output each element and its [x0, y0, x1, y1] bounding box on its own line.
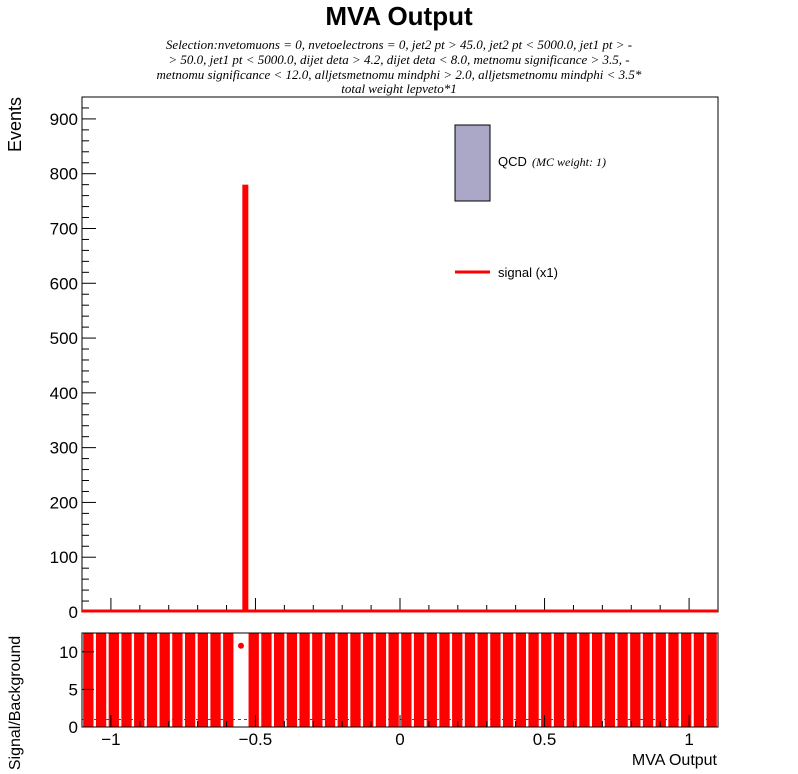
ratio-bar — [502, 633, 514, 727]
ratio-x-tick-label: −0.5 — [239, 730, 273, 749]
ratio-bar — [134, 633, 145, 727]
main-plot-frame — [81, 96, 719, 613]
ratio-bar — [528, 633, 539, 727]
ratio-bar — [642, 633, 654, 727]
ratio-bar — [693, 633, 705, 727]
subtitle-line-4: total weight lepveto*1 — [341, 81, 457, 96]
main-y-tick-label: 800 — [50, 165, 78, 184]
ratio-bar — [553, 633, 565, 727]
ratio-bar — [248, 633, 259, 727]
ratio-bar — [83, 633, 94, 727]
ratio-bar — [146, 633, 158, 727]
main-y-tick-label: 300 — [50, 439, 78, 458]
ratio-bar — [108, 633, 119, 727]
chart-title: MVA Output — [325, 1, 473, 31]
ratio-y-tick-label: 0 — [69, 718, 78, 737]
ratio-bar — [337, 633, 348, 727]
ratio-bar — [515, 633, 526, 727]
ratio-bar — [223, 633, 234, 727]
ratio-x-tick-label: 0 — [395, 730, 404, 749]
main-y-tick-label: 700 — [50, 219, 78, 238]
ratio-marker — [238, 642, 244, 649]
ratio-bar — [261, 633, 272, 727]
legend-qcd-swatch — [454, 124, 491, 202]
ratio-bar — [95, 633, 107, 727]
ratio-y-tick-label: 5 — [69, 680, 78, 699]
ratio-bar — [350, 633, 361, 727]
ratio-bar — [197, 633, 208, 727]
subtitle-line-1: Selection:nvetomuons = 0, nvetoelectrons… — [166, 37, 632, 52]
ratio-bar — [426, 633, 437, 727]
ratio-bar — [706, 633, 717, 727]
ratio-bar — [655, 633, 666, 727]
ratio-bar — [363, 633, 374, 727]
main-y-tick-label: 400 — [50, 384, 78, 403]
ratio-bar — [388, 633, 399, 727]
ratio-bar — [312, 633, 323, 727]
main-y-axis: 0 100 200 300 400 500 600 700 800 900 — [50, 107, 96, 622]
ratio-bar — [210, 633, 221, 727]
subtitle-line-3: metnomu significance < 12.0, alljetsmetn… — [157, 67, 642, 82]
main-y-tick-label: 0 — [69, 603, 78, 622]
ratio-bar — [401, 633, 412, 727]
ratio-bar — [592, 633, 603, 727]
ratio-bar — [299, 633, 310, 727]
legend: QCD (MC weight: 1) signal (x1) — [454, 124, 606, 280]
legend-qcd-note: (MC weight: 1) — [532, 155, 606, 169]
ratio-bar — [413, 633, 425, 727]
ratio-bar — [452, 633, 463, 727]
main-y-tick-label: 100 — [50, 548, 78, 567]
legend-signal-label: signal (x1) — [498, 265, 558, 280]
ratio-bar — [286, 633, 298, 727]
ratio-bar — [159, 633, 170, 727]
main-plot-marks — [82, 184, 718, 613]
ratio-bar — [490, 633, 501, 727]
ratio-bar — [324, 633, 336, 727]
ratio-bar — [630, 633, 641, 727]
ratio-bar — [121, 633, 132, 727]
main-y-tick-label: 500 — [50, 329, 78, 348]
ratio-bar — [184, 633, 196, 727]
ratio-plot-marks — [82, 633, 718, 727]
ratio-x-tick-label: 1 — [684, 730, 693, 749]
ratio-y-axis-label: Signal/Background — [7, 636, 24, 770]
ratio-bar — [566, 633, 577, 727]
ratio-bar — [668, 633, 679, 727]
main-y-axis-label: Events — [5, 97, 25, 152]
ratio-bar — [681, 633, 692, 727]
ratio-bar — [439, 633, 450, 727]
ratio-x-axis-label: MVA Output — [632, 752, 718, 769]
ratio-bar — [579, 633, 590, 727]
signal-bar — [242, 184, 249, 612]
ratio-bar — [617, 633, 628, 727]
ratio-y-tick-label: 10 — [59, 643, 78, 662]
ratio-bar — [464, 633, 476, 727]
main-y-tick-label: 900 — [50, 110, 78, 129]
subtitle-line-2: > 50.0, jet1 pt < 5000.0, dijet deta > 4… — [168, 52, 629, 67]
ratio-bar — [375, 633, 387, 727]
legend-qcd-label: QCD — [498, 154, 527, 169]
ratio-x-tick-label: −1 — [101, 730, 120, 749]
ratio-bar — [541, 633, 552, 727]
ratio-bar — [477, 633, 488, 727]
ratio-bar — [172, 633, 183, 727]
main-y-tick-label: 200 — [50, 493, 78, 512]
ratio-x-tick-label: 0.5 — [533, 730, 557, 749]
ratio-x-axis: −1 −0.5 0 0.5 1 — [81, 715, 719, 749]
ratio-bar — [274, 633, 285, 727]
ratio-bar — [604, 633, 616, 727]
main-y-tick-label: 600 — [50, 274, 78, 293]
ratio-y-axis: 0 5 10 — [59, 643, 94, 737]
